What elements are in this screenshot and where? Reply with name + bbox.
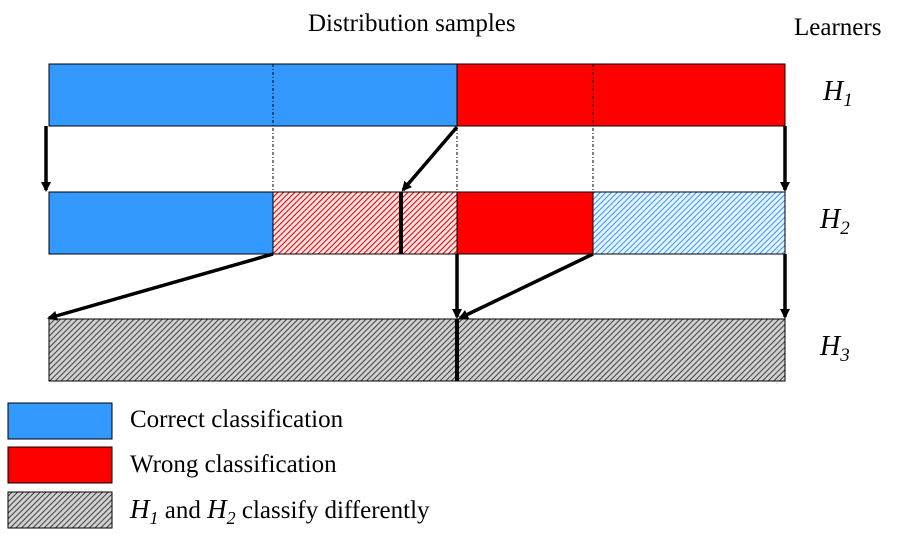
arrow-h2-left bbox=[47, 252, 274, 321]
learner-label-h1: H1 bbox=[823, 76, 853, 111]
learner-label-h3: H3 bbox=[820, 331, 850, 366]
learner-label-h2: H2 bbox=[820, 204, 850, 239]
h3-differ-segment bbox=[48, 318, 786, 382]
arrow-h1-mid bbox=[401, 125, 459, 192]
legend-swatch-differ bbox=[7, 491, 113, 529]
legend-swatch-wrong bbox=[7, 446, 113, 484]
legend-label-differ: H1 and H2 classify differently bbox=[130, 494, 430, 528]
legend-label-correct: Correct classification bbox=[130, 406, 344, 433]
diagram-title: Distribution samples bbox=[308, 10, 516, 37]
h1-correct-segment bbox=[48, 63, 458, 127]
h1-wrong-segment bbox=[456, 63, 786, 127]
legend-label-wrong: Wrong classification bbox=[130, 451, 337, 478]
arrow-h2-diag bbox=[458, 252, 594, 320]
learners-header: Learners bbox=[794, 14, 882, 41]
h2-reweighted-wrong-segment bbox=[592, 191, 786, 255]
h2-correct-segment bbox=[48, 191, 274, 255]
legend-swatch-correct bbox=[7, 402, 113, 440]
h2-reweighted-correct-segment bbox=[272, 191, 458, 255]
h2-wrong-segment bbox=[456, 191, 594, 255]
